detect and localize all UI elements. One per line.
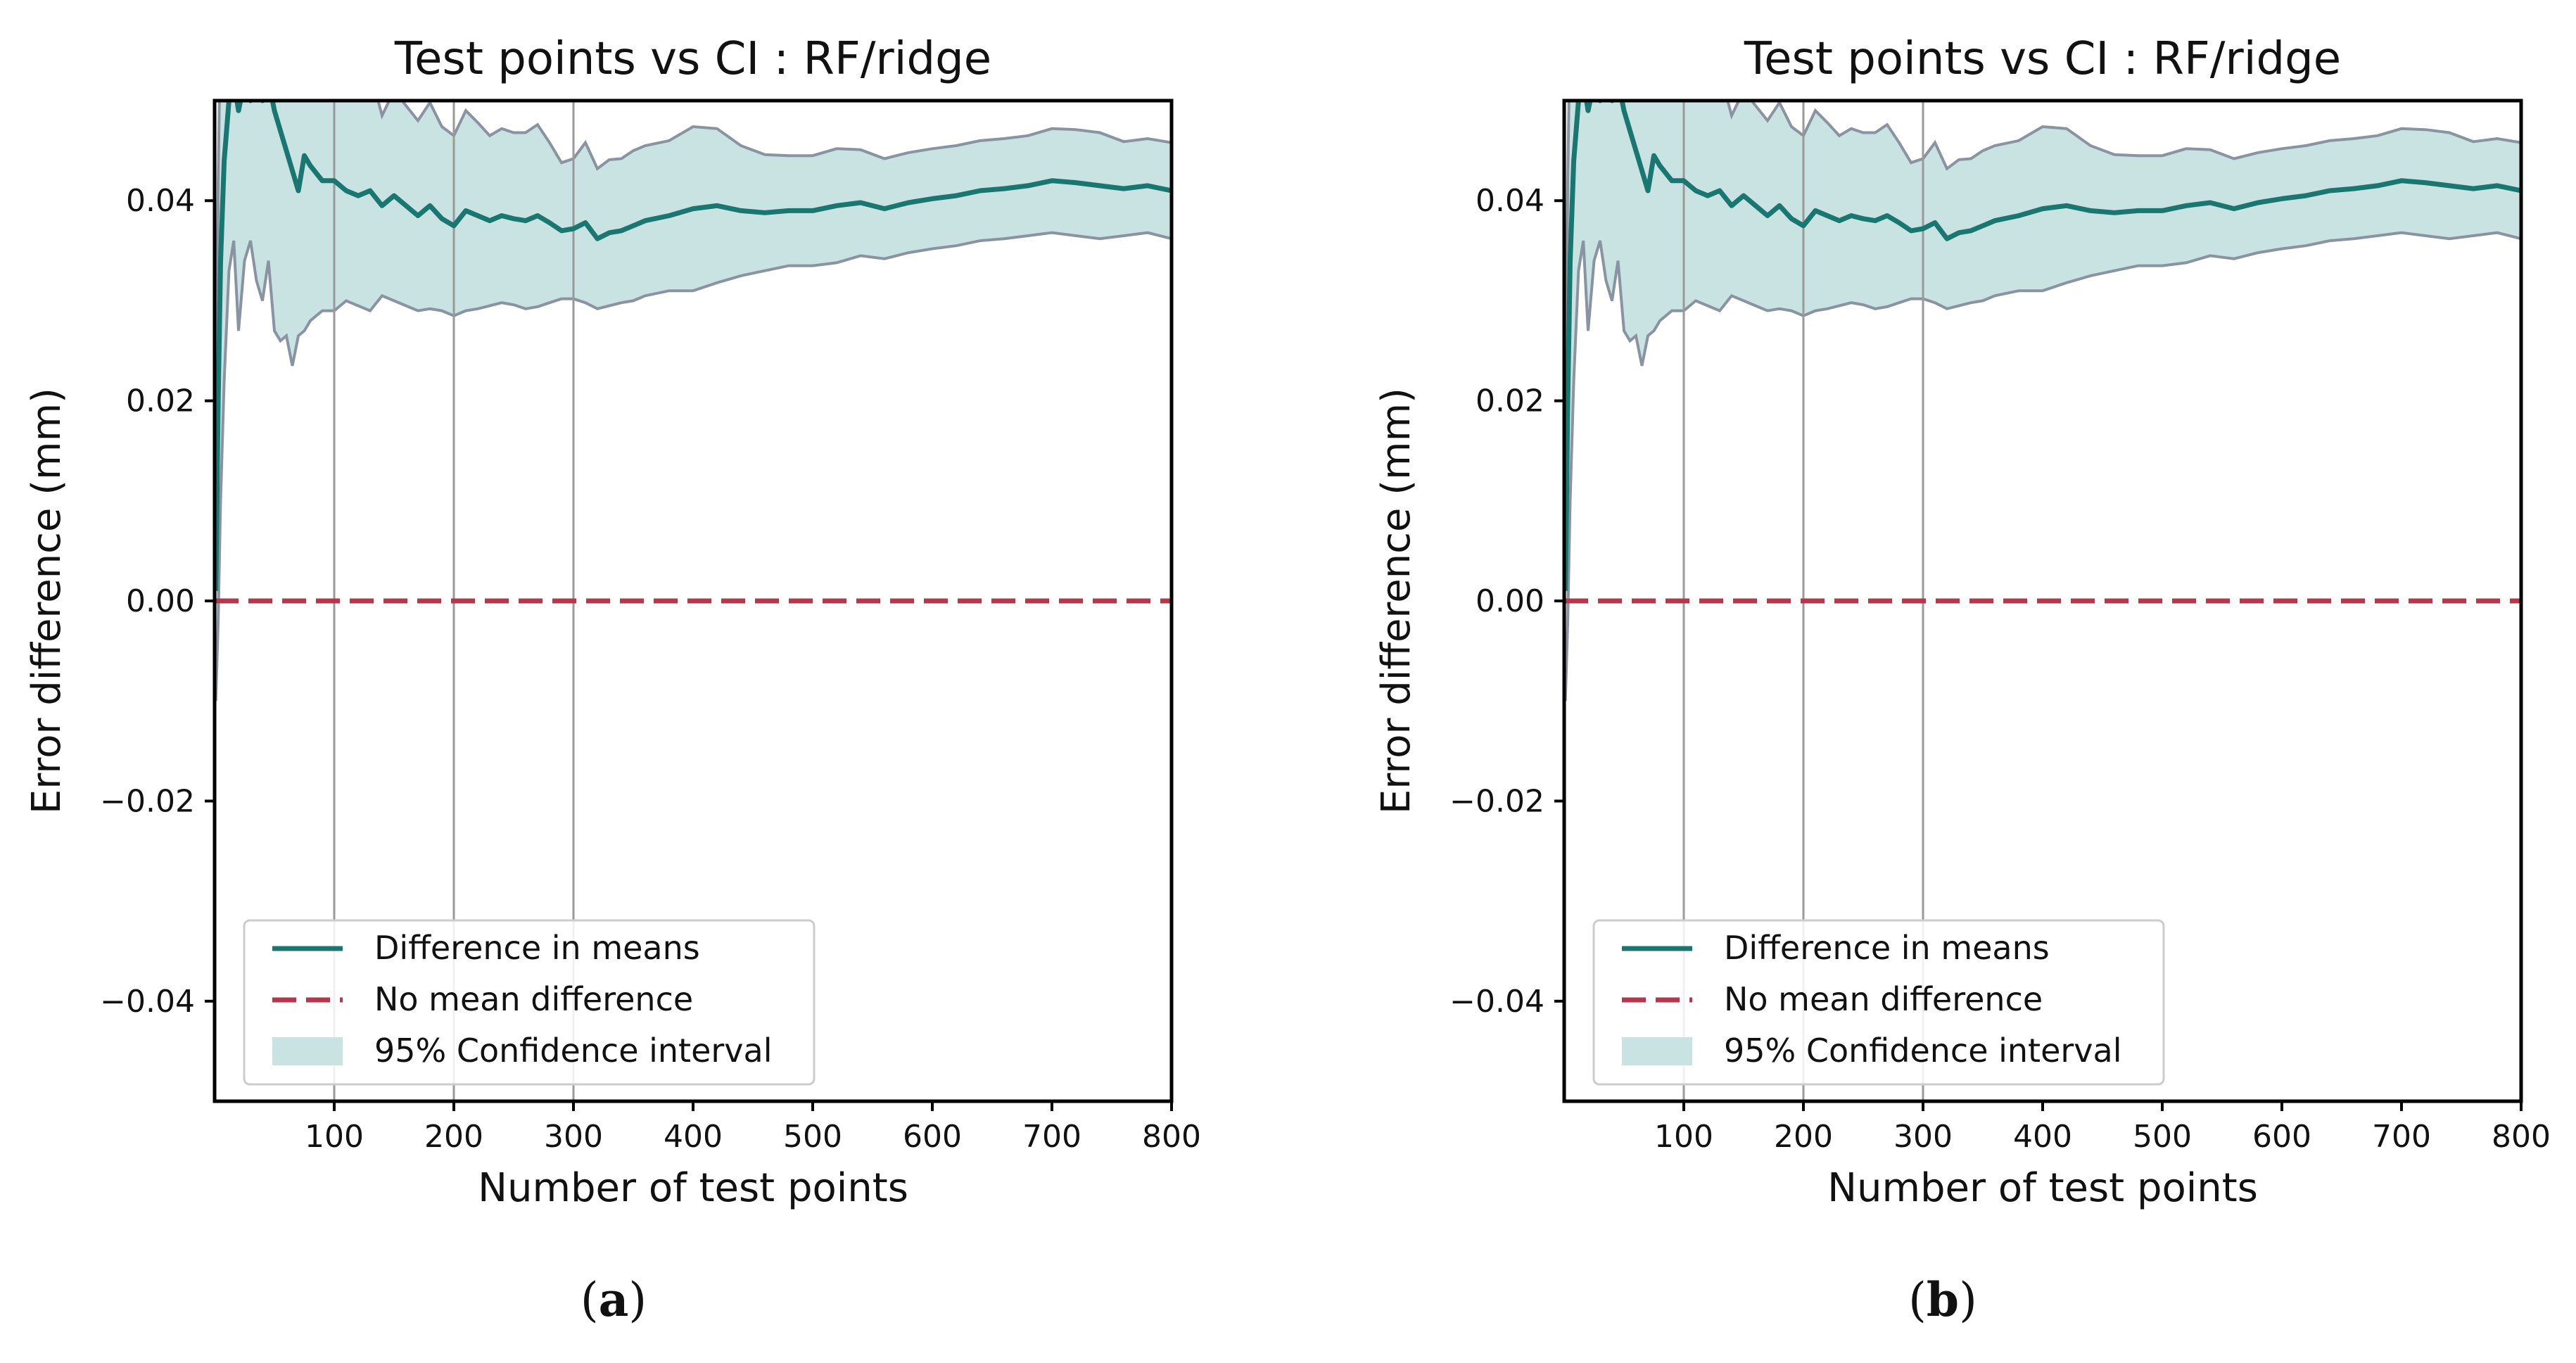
- x-axis-label: Number of test points: [478, 1165, 908, 1211]
- legend-label: Difference in means: [1724, 929, 2050, 967]
- y-tick-label: 0.04: [1476, 183, 1544, 219]
- legend-label: Difference in means: [374, 929, 700, 967]
- x-tick-label: 200: [424, 1119, 483, 1155]
- x-tick-label: 400: [2013, 1119, 2072, 1155]
- mean-difference-line: [215, 101, 1172, 591]
- legend-label: No mean difference: [1724, 980, 2043, 1018]
- legend-label: 95% Confidence interval: [1724, 1032, 2122, 1070]
- x-axis-label: Number of test points: [1827, 1165, 2258, 1211]
- panel-label: (a): [580, 1272, 647, 1327]
- x-tick-label: 600: [2252, 1119, 2311, 1155]
- y-tick-label: −0.02: [1449, 783, 1544, 819]
- legend-swatch-ci: [1622, 1037, 1692, 1065]
- plot-area: [215, 101, 1172, 1101]
- legend-box: [1592, 919, 2165, 1086]
- x-tick-label: 100: [305, 1119, 364, 1155]
- x-tick-label: 800: [1142, 1119, 1201, 1155]
- y-axis-label: Error difference (mm): [1373, 388, 1419, 814]
- y-axis-label: Error difference (mm): [24, 388, 70, 814]
- chart-title: Test points vs CI : RF/ridge: [394, 33, 991, 85]
- x-tick-label: 700: [2372, 1119, 2431, 1155]
- x-tick-label: 500: [783, 1119, 842, 1155]
- chart-panel-a: 100 200 300 400 500 600 700 800 −0.04 −0.02 0.00 0.…: [24, 33, 1201, 1327]
- x-tick-label: 300: [544, 1119, 603, 1155]
- y-tick-label: −0.04: [1449, 984, 1544, 1020]
- legend-swatch-ci: [272, 1037, 343, 1065]
- ci-upper-line: [1564, 101, 2521, 481]
- chart-panel-b: 100 200 300 400 500 600 700 800 −0.04 −0.02 0.00 0.…: [1373, 33, 2551, 1327]
- y-tick-label: 0.04: [126, 183, 195, 219]
- x-tick-label: 500: [2133, 1119, 2192, 1155]
- ci-lower-line: [1564, 231, 2521, 702]
- legend: Difference in means No mean difference 95%…: [1592, 919, 2165, 1086]
- x-tick-label: 200: [1774, 1119, 1833, 1155]
- chart-title: Test points vs CI : RF/ridge: [1744, 33, 2341, 85]
- confidence-band: [1565, 101, 2521, 702]
- mean-difference-line: [1564, 101, 2521, 591]
- y-tick-label: 0.02: [126, 383, 195, 419]
- confidence-band: [215, 101, 1172, 702]
- x-tick-label: 300: [1893, 1119, 1953, 1155]
- y-tick-label: 0.00: [1476, 583, 1544, 619]
- legend: Difference in means No mean difference 95%…: [243, 919, 816, 1086]
- ci-lower-line: [215, 231, 1172, 702]
- legend-label: No mean difference: [374, 980, 693, 1018]
- y-tick-label: −0.02: [100, 783, 195, 819]
- panel-label: (b): [1908, 1272, 1977, 1327]
- x-tick-label: 400: [664, 1119, 723, 1155]
- ci-upper-line: [215, 101, 1172, 481]
- x-tick-label: 100: [1654, 1119, 1713, 1155]
- x-tick-label: 700: [1022, 1119, 1081, 1155]
- x-tick-label: 600: [903, 1119, 962, 1155]
- y-tick-label: 0.02: [1476, 383, 1544, 419]
- y-tick-label: −0.04: [100, 984, 195, 1020]
- legend-label: 95% Confidence interval: [374, 1032, 773, 1070]
- legend-box: [243, 919, 816, 1086]
- y-tick-label: 0.00: [126, 583, 195, 619]
- x-tick-label: 800: [2492, 1119, 2551, 1155]
